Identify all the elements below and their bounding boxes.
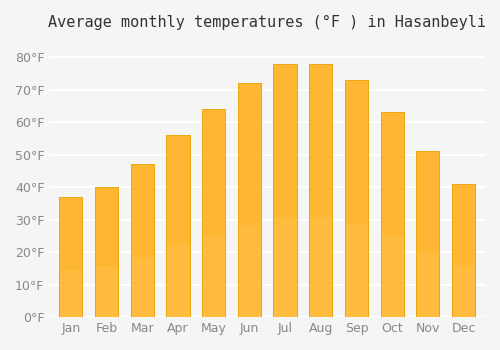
Bar bbox=[345, 222, 368, 317]
Bar bbox=[309, 64, 332, 317]
Bar bbox=[59, 269, 82, 317]
Bar bbox=[380, 112, 404, 317]
Bar bbox=[166, 244, 190, 317]
Bar bbox=[95, 265, 118, 317]
Bar bbox=[238, 83, 261, 317]
Bar bbox=[166, 135, 190, 317]
Bar bbox=[238, 224, 261, 317]
Bar bbox=[95, 187, 118, 317]
Bar bbox=[95, 187, 118, 317]
Bar bbox=[130, 256, 154, 317]
Bar bbox=[452, 184, 475, 317]
Bar bbox=[380, 112, 404, 317]
Bar bbox=[274, 64, 296, 317]
Bar bbox=[416, 152, 440, 317]
Bar bbox=[202, 109, 225, 317]
Title: Average monthly temperatures (°F ) in Hasanbeyli: Average monthly temperatures (°F ) in Ha… bbox=[48, 15, 486, 30]
Bar bbox=[202, 234, 225, 317]
Bar bbox=[130, 164, 154, 317]
Bar bbox=[59, 197, 82, 317]
Bar bbox=[202, 109, 225, 317]
Bar bbox=[309, 216, 332, 317]
Bar bbox=[345, 80, 368, 317]
Bar bbox=[345, 80, 368, 317]
Bar bbox=[416, 152, 440, 317]
Bar bbox=[274, 216, 296, 317]
Bar bbox=[452, 184, 475, 317]
Bar bbox=[416, 251, 440, 317]
Bar bbox=[59, 197, 82, 317]
Bar bbox=[238, 83, 261, 317]
Bar bbox=[380, 235, 404, 317]
Bar bbox=[274, 64, 296, 317]
Bar bbox=[309, 64, 332, 317]
Bar bbox=[130, 164, 154, 317]
Bar bbox=[452, 264, 475, 317]
Bar bbox=[166, 135, 190, 317]
